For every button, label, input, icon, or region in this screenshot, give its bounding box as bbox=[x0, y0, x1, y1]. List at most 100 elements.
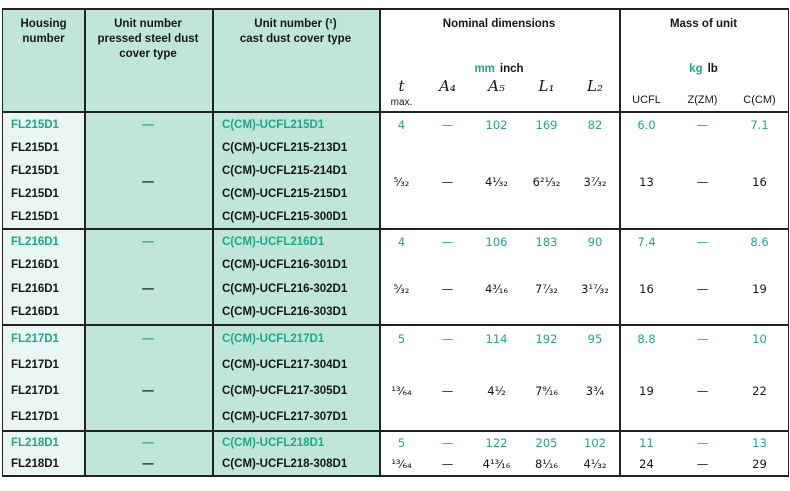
housing-cell: FL216D1 bbox=[11, 282, 59, 295]
housing-column-background bbox=[3, 113, 84, 475]
mass-zzm-lb: — bbox=[696, 457, 709, 472]
mass-ccm-kg: 10 bbox=[752, 332, 767, 346]
housing-cell: FL217D1 bbox=[11, 411, 59, 423]
cast-unit-cell: C(CM)-UCFL218-308D1 bbox=[222, 458, 348, 471]
dim-a5-mm: 102 bbox=[485, 117, 508, 132]
mass-ucfl-lb: 13 bbox=[639, 175, 654, 189]
housing-cell: FL217D1 bbox=[11, 359, 59, 371]
pressed-steel-dash: — bbox=[142, 118, 154, 131]
pressed-steel-dash: — bbox=[142, 282, 154, 295]
dim-a4-inch: — bbox=[441, 457, 454, 472]
dim-a5-inch: 4¹³⁄₁₆ bbox=[482, 457, 511, 472]
dim-t-mm: 4 bbox=[397, 234, 406, 249]
mass-zzm-lb: — bbox=[696, 384, 709, 398]
table-block-fl215: FL215D1 FL215D1 FL215D1 FL215D1 FL215D1 … bbox=[3, 113, 788, 230]
dim-a5-inch: 4¹⁄₃₂ bbox=[484, 175, 509, 189]
dim-a4-mm: — bbox=[441, 117, 454, 132]
dim-l2-inch: 3⁷⁄₃₂ bbox=[583, 175, 607, 189]
mass-col-zzm: Z(ZM) bbox=[687, 94, 718, 106]
dim-a5-mm: 106 bbox=[485, 234, 508, 249]
dim-l1-mm: 169 bbox=[535, 117, 558, 132]
cast-unit-cell: C(CM)-UCFL216-301D1 bbox=[222, 259, 348, 272]
cast-unit-cell: C(CM)-UCFL215-215D1 bbox=[222, 187, 348, 200]
mass-ucfl-kg: 8.8 bbox=[637, 332, 656, 346]
cast-unit-cell: C(CM)-UCFL215-214D1 bbox=[222, 164, 348, 177]
nominal-dimensions-header: Nominal dimensions bbox=[442, 18, 556, 30]
table-block-fl217: FL217D1 FL217D1 FL217D1 FL217D1 — — C(CM… bbox=[3, 326, 788, 432]
dim-l1-inch: 6²¹⁄₃₂ bbox=[532, 175, 561, 189]
mass-zzm-kg: — bbox=[696, 332, 709, 346]
unit-columns-background bbox=[84, 113, 379, 475]
mass-of-unit-header: Mass of unit bbox=[669, 18, 738, 30]
housing-cell: FL217D1 bbox=[11, 333, 59, 345]
dim-l2-mm: 102 bbox=[584, 435, 606, 450]
mass-ucfl-kg: 6.0 bbox=[637, 117, 656, 132]
dim-t-inch: ⁵⁄₃₂ bbox=[393, 281, 410, 296]
mass-ccm-lb: 29 bbox=[752, 457, 767, 472]
dim-a4-mm: — bbox=[441, 332, 454, 346]
housing-cell: FL215D1 bbox=[11, 164, 59, 177]
mass-col-ccm: C(CM) bbox=[743, 94, 776, 106]
pressed-steel-dash: — bbox=[142, 436, 154, 449]
symbol-l2: L₂ bbox=[587, 77, 603, 95]
dim-l1-mm: 205 bbox=[535, 435, 558, 450]
cast-cover-header: Unit number (¹) cast dust cover type bbox=[239, 18, 352, 45]
mass-ccm-lb: 22 bbox=[752, 384, 767, 398]
table-header: Housing number Unit number pressed steel… bbox=[3, 10, 788, 113]
pressed-steel-dash: — bbox=[142, 385, 154, 397]
housing-cell: FL215D1 bbox=[11, 141, 59, 154]
dim-l1-inch: 7⁷⁄₃₂ bbox=[534, 281, 559, 296]
housing-cell: FL217D1 bbox=[11, 385, 59, 397]
header-background bbox=[3, 10, 379, 113]
symbol-a5: A₅ bbox=[488, 77, 505, 95]
dim-l1-inch: 8¹⁄₁₆ bbox=[534, 457, 559, 472]
dim-t-inch: ⁵⁄₃₂ bbox=[393, 175, 410, 189]
bearing-units-table: Housing number Unit number pressed steel… bbox=[2, 8, 789, 477]
mass-col-ucfl: UCFL bbox=[632, 94, 661, 106]
dim-a4-inch: — bbox=[441, 175, 454, 189]
mass-ucfl-kg: 7.4 bbox=[637, 234, 656, 249]
pressed-steel-dash: — bbox=[142, 333, 154, 345]
dim-l2-inch: 4¹⁄₃₂ bbox=[583, 457, 607, 472]
symbol-a4: A₄ bbox=[439, 77, 456, 95]
inch-unit-label: inch bbox=[499, 62, 524, 75]
dim-a5-inch: 4³⁄₁₆ bbox=[484, 281, 509, 296]
dim-l1-mm: 183 bbox=[535, 234, 558, 249]
housing-cell: FL216D1 bbox=[11, 259, 59, 272]
mass-ccm-kg: 7.1 bbox=[750, 117, 769, 132]
mass-columns-row: UCFL Z(ZM) C(CM) bbox=[619, 94, 788, 106]
mass-zzm-kg: — bbox=[696, 234, 709, 249]
symbol-t: t bbox=[398, 77, 405, 95]
mass-zzm-lb: — bbox=[696, 175, 709, 189]
mass-zzm-kg: — bbox=[696, 117, 709, 132]
cast-unit-cell: C(CM)-UCFL215-213D1 bbox=[222, 141, 348, 154]
mm-inch-units-label: mm inch bbox=[379, 47, 619, 77]
cast-unit-cell: C(CM)-UCFL217-307D1 bbox=[222, 411, 348, 423]
pressed-steel-dash: — bbox=[142, 176, 154, 188]
symbol-l1: L₁ bbox=[538, 77, 555, 95]
mass-ccm-lb: 19 bbox=[752, 281, 767, 296]
dim-a5-mm: 114 bbox=[485, 332, 508, 346]
dim-l2-mm: 82 bbox=[587, 117, 603, 132]
dim-a4-inch: — bbox=[441, 281, 454, 296]
lb-unit-label: lb bbox=[707, 62, 718, 75]
housing-cell: FL218D1 bbox=[11, 458, 59, 471]
mass-zzm-lb: — bbox=[696, 281, 709, 296]
dim-t-mm: 5 bbox=[397, 332, 406, 346]
table-block-fl216: FL216D1 FL216D1 FL216D1 FL216D1 — — C(CM… bbox=[3, 230, 788, 326]
dim-l2-mm: 90 bbox=[587, 234, 603, 249]
cast-unit-cell: C(CM)-UCFL217-305D1 bbox=[222, 385, 348, 397]
mass-ucfl-lb: 16 bbox=[639, 281, 654, 296]
cast-unit-cell: C(CM)-UCFL215D1 bbox=[222, 118, 325, 131]
table-block-fl218: FL218D1 FL218D1 — — C(CM)-UCFL218D1 C(CM… bbox=[3, 432, 788, 475]
housing-cell: FL215D1 bbox=[11, 187, 59, 200]
dim-t-inch: ¹³⁄₆₄ bbox=[391, 457, 412, 472]
dim-l1-mm: 192 bbox=[535, 332, 558, 346]
mass-ccm-kg: 13 bbox=[752, 435, 767, 450]
housing-cell: FL215D1 bbox=[11, 118, 59, 131]
symbol-t-max: max. bbox=[390, 97, 413, 108]
dim-a5-mm: 122 bbox=[485, 435, 508, 450]
dim-a4-inch: — bbox=[441, 384, 454, 398]
dim-l2-inch: 3¹⁷⁄₃₂ bbox=[581, 281, 609, 296]
cast-unit-cell: C(CM)-UCFL216-303D1 bbox=[222, 306, 348, 319]
